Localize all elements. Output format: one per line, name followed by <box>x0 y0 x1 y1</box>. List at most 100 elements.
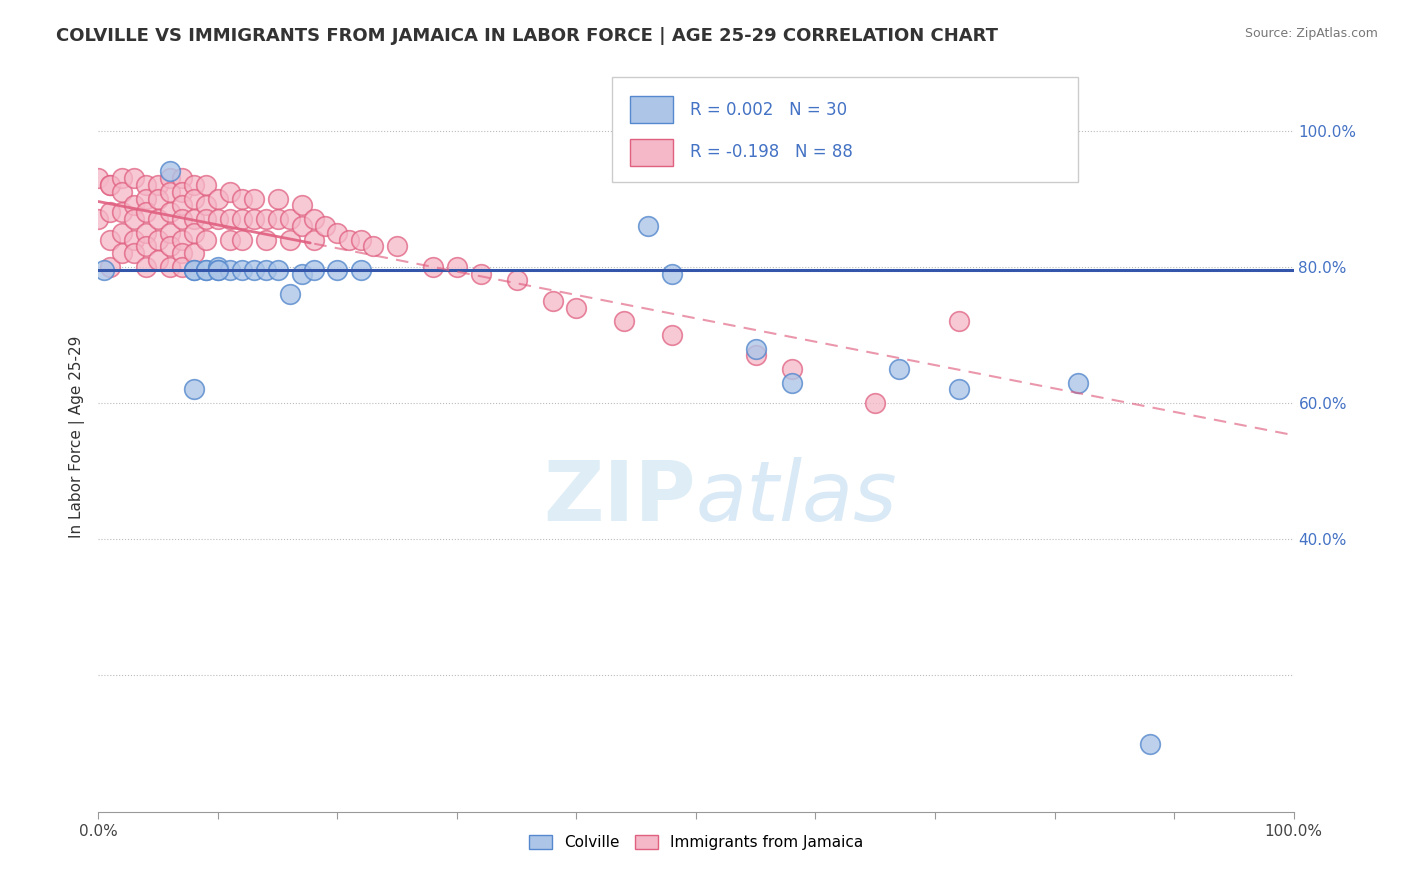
Point <box>124 233 146 247</box>
Point <box>195 263 218 277</box>
Point <box>243 192 266 206</box>
Point <box>302 212 325 227</box>
Text: Source: ZipAtlas.com: Source: ZipAtlas.com <box>1244 27 1378 40</box>
Point <box>865 396 887 410</box>
Point <box>291 267 314 281</box>
Point <box>207 212 229 227</box>
Point <box>267 263 290 277</box>
Point <box>267 192 290 206</box>
Point <box>207 192 229 206</box>
Point <box>254 212 277 227</box>
Point <box>780 376 803 390</box>
Point <box>148 178 170 192</box>
Point <box>207 263 229 277</box>
Point <box>111 205 134 219</box>
Point <box>195 178 218 192</box>
Point <box>291 198 314 212</box>
FancyBboxPatch shape <box>630 139 673 166</box>
Point <box>159 171 181 186</box>
Point <box>135 226 157 240</box>
Point <box>183 246 205 260</box>
Text: COLVILLE VS IMMIGRANTS FROM JAMAICA IN LABOR FORCE | AGE 25-29 CORRELATION CHART: COLVILLE VS IMMIGRANTS FROM JAMAICA IN L… <box>56 27 998 45</box>
Point <box>172 185 194 199</box>
Point <box>135 260 157 274</box>
Point <box>148 212 170 227</box>
Point <box>219 185 242 199</box>
Point <box>98 205 122 219</box>
Point <box>124 246 146 260</box>
Point <box>172 212 194 227</box>
Point <box>231 233 253 247</box>
Point <box>172 198 194 212</box>
Point <box>889 362 911 376</box>
Point <box>159 226 181 240</box>
Point <box>183 226 205 240</box>
Point <box>135 178 157 192</box>
Point <box>637 219 659 233</box>
Point <box>124 171 146 186</box>
Point <box>219 263 242 277</box>
Point <box>231 212 253 227</box>
Point <box>1139 737 1161 751</box>
Point <box>111 185 134 199</box>
Point <box>315 219 337 233</box>
Point <box>98 178 122 192</box>
Point <box>219 233 242 247</box>
Point <box>207 260 229 274</box>
Point <box>565 301 588 315</box>
Point <box>183 212 205 227</box>
Point <box>1067 376 1090 390</box>
Point <box>98 233 122 247</box>
Point <box>541 293 564 308</box>
Point <box>111 171 134 186</box>
Y-axis label: In Labor Force | Age 25-29: In Labor Force | Age 25-29 <box>69 336 84 538</box>
Point <box>98 260 122 274</box>
Point <box>195 212 218 227</box>
Point <box>87 212 110 227</box>
Point <box>254 263 277 277</box>
Point <box>93 263 115 277</box>
Point <box>661 267 683 281</box>
Point <box>948 383 970 397</box>
Point <box>111 226 134 240</box>
Point <box>470 267 492 281</box>
Point <box>183 263 205 277</box>
Point <box>278 212 301 227</box>
Text: atlas: atlas <box>696 457 897 538</box>
Point <box>172 260 194 274</box>
Point <box>159 164 181 178</box>
Point <box>183 263 205 277</box>
Point <box>195 263 218 277</box>
Point <box>745 348 768 362</box>
Point <box>87 171 110 186</box>
Point <box>159 185 181 199</box>
Legend: Colville, Immigrants from Jamaica: Colville, Immigrants from Jamaica <box>523 830 869 856</box>
Point <box>172 246 194 260</box>
Point <box>780 362 803 376</box>
Point <box>207 263 229 277</box>
Point <box>135 239 157 253</box>
Point <box>183 178 205 192</box>
Point <box>159 260 181 274</box>
Point <box>231 263 253 277</box>
Text: R = -0.198   N = 88: R = -0.198 N = 88 <box>690 144 853 161</box>
Point <box>278 287 301 301</box>
Point <box>98 178 122 192</box>
Point <box>350 233 373 247</box>
Point <box>254 233 277 247</box>
Text: ZIP: ZIP <box>544 457 696 538</box>
Point <box>183 192 205 206</box>
Point <box>326 226 349 240</box>
Point <box>195 233 218 247</box>
Point <box>339 233 361 247</box>
Point <box>661 327 683 342</box>
Point <box>183 383 205 397</box>
Point <box>148 192 170 206</box>
Point <box>231 192 253 206</box>
Point <box>159 205 181 219</box>
Point <box>135 205 157 219</box>
Point <box>506 273 529 287</box>
Point <box>195 198 218 212</box>
Point <box>243 212 266 227</box>
Point <box>302 263 325 277</box>
